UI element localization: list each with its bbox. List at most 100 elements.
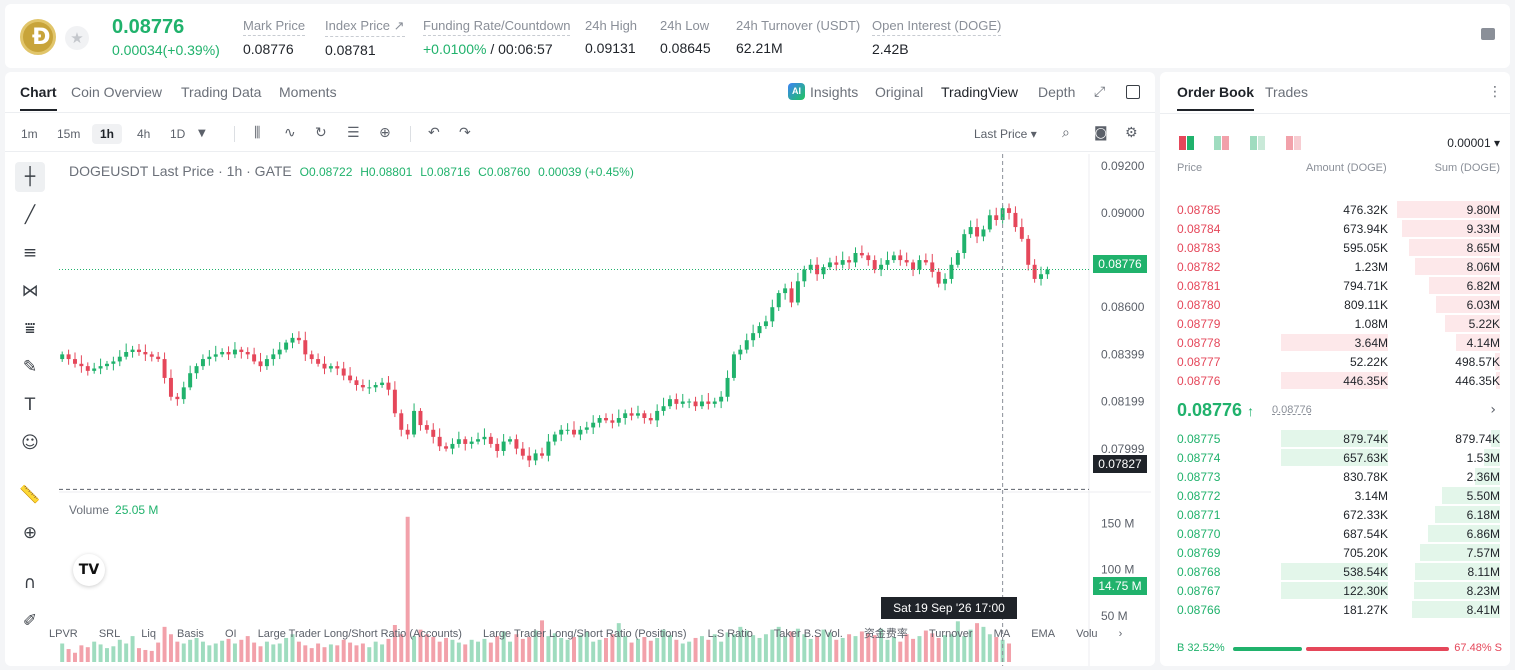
fib-icon[interactable]: ⩸ bbox=[24, 319, 36, 339]
bid-row[interactable]: 0.08772 3.14M 5.50M bbox=[1160, 486, 1510, 505]
stat-mark-price[interactable]: Mark Price 0.08776 bbox=[243, 18, 306, 57]
tab-coin-overview[interactable]: Coin Overview bbox=[71, 84, 163, 100]
tab-moments[interactable]: Moments bbox=[279, 84, 337, 100]
pencil-icon[interactable]: ✐ bbox=[22, 611, 38, 631]
bid-row[interactable]: 0.08767 122.30K 8.23M bbox=[1160, 581, 1510, 600]
view-original[interactable]: Original bbox=[875, 84, 924, 100]
favorite-star-icon[interactable]: ★ bbox=[65, 26, 89, 50]
tab-order-book[interactable]: Order Book bbox=[1177, 84, 1255, 111]
indicator-item[interactable]: EMA bbox=[1031, 628, 1056, 640]
view-sells-icon[interactable] bbox=[1286, 136, 1302, 150]
indicator-item[interactable]: MA bbox=[993, 628, 1011, 640]
templates-icon[interactable]: ☰ bbox=[347, 125, 360, 141]
ask-row[interactable]: 0.08782 1.23M 8.06M bbox=[1160, 257, 1510, 276]
cell-price: 0.08781 bbox=[1177, 279, 1221, 293]
tab-trades[interactable]: Trades bbox=[1265, 84, 1309, 100]
emoji-icon[interactable]: ☺ bbox=[21, 433, 39, 453]
indicator-item[interactable]: LPVR bbox=[49, 628, 78, 640]
volume-bar bbox=[712, 634, 717, 662]
ask-row[interactable]: 0.08783 595.05K 8.65M bbox=[1160, 238, 1510, 257]
precision-select[interactable]: 0.00001 ▾ bbox=[1447, 136, 1500, 150]
ask-row[interactable]: 0.08784 673.94K 9.33M bbox=[1160, 219, 1510, 238]
volume-bar bbox=[258, 646, 263, 662]
settings-gear-icon[interactable]: ⚙ bbox=[1125, 125, 1138, 141]
ask-row[interactable]: 0.08781 794.71K 6.82M bbox=[1160, 276, 1510, 295]
bid-row[interactable]: 0.08769 705.20K 7.57M bbox=[1160, 543, 1510, 562]
ask-row[interactable]: 0.08779 1.08M 5.22K bbox=[1160, 314, 1510, 333]
add-alert-icon[interactable]: ⊕ bbox=[379, 125, 391, 141]
tab-chart[interactable]: Chart bbox=[20, 84, 57, 111]
view-insights[interactable]: Insights bbox=[810, 84, 859, 100]
stat-open-interest[interactable]: Open Interest (DOGE) 2.42B bbox=[872, 18, 1002, 57]
ruler-icon[interactable]: 📏 bbox=[19, 485, 41, 505]
indicator-item[interactable]: Volu bbox=[1076, 628, 1098, 640]
horizontal-lines-icon[interactable]: ≡ bbox=[22, 243, 38, 263]
bid-row[interactable]: 0.08771 672.33K 6.18M bbox=[1160, 505, 1510, 524]
timeframe-1h[interactable]: 1h bbox=[92, 124, 123, 144]
indicator-item[interactable]: Liq bbox=[141, 628, 156, 640]
book-icon[interactable] bbox=[1481, 28, 1495, 40]
camera-icon[interactable]: ◙ bbox=[1094, 125, 1108, 141]
indicator-item[interactable]: SRL bbox=[98, 628, 121, 640]
magnet-icon[interactable]: ∩ bbox=[23, 573, 37, 593]
timeframe-dropdown-icon[interactable]: ▼ bbox=[198, 128, 206, 139]
ask-row[interactable]: 0.08780 809.11K 6.03M bbox=[1160, 295, 1510, 314]
indicator-item[interactable]: 资金费率 bbox=[863, 628, 908, 640]
bid-row[interactable]: 0.08768 538.54K 8.11M bbox=[1160, 562, 1510, 581]
tradingview-logo-icon[interactable]: TV bbox=[73, 554, 105, 586]
ask-row[interactable]: 0.08776 446.35K 446.35K bbox=[1160, 371, 1510, 390]
view-depth[interactable]: Depth bbox=[1038, 84, 1076, 100]
indicator-item[interactable]: Turnover bbox=[928, 628, 973, 640]
bid-row[interactable]: 0.08775 879.74K 879.74K bbox=[1160, 429, 1510, 448]
view-bids-icon[interactable] bbox=[1250, 136, 1266, 150]
scroll-right-icon[interactable]: › bbox=[1118, 628, 1123, 640]
indicator-item[interactable]: Large Trader Long/Short Ratio (Positions… bbox=[482, 628, 687, 640]
view-asks-icon[interactable] bbox=[1214, 136, 1230, 150]
bid-row[interactable]: 0.08774 657.63K 1.53M bbox=[1160, 448, 1510, 467]
bid-row[interactable]: 0.08770 687.54K 6.86M bbox=[1160, 524, 1510, 543]
ask-row[interactable]: 0.08777 52.22K 498.57K bbox=[1160, 352, 1510, 371]
expand-icon[interactable]: ⤢ bbox=[1094, 84, 1106, 100]
view-tradingview[interactable]: TradingView bbox=[941, 84, 1019, 100]
window-icon[interactable] bbox=[1126, 85, 1140, 99]
search-icon[interactable]: ⌕ bbox=[1062, 125, 1070, 141]
indicator-item[interactable]: Large Trader Long/Short Ratio (Accounts) bbox=[257, 628, 462, 640]
candle-body bbox=[482, 436, 487, 440]
zoom-in-icon[interactable]: ⊕ bbox=[22, 523, 38, 543]
cell-amount: 122.30K bbox=[1343, 584, 1388, 598]
candle-type-icon[interactable]: ⫼ bbox=[254, 125, 261, 141]
candlestick-chart[interactable]: 0.092000.090000.088000.086000.083990.081… bbox=[59, 154, 1151, 666]
more-options-icon[interactable]: ⋮ bbox=[1488, 84, 1502, 100]
timeframe-15m[interactable]: 15m bbox=[57, 127, 81, 141]
timeframe-1m[interactable]: 1m bbox=[21, 127, 38, 141]
undo-icon[interactable]: ↶ bbox=[428, 125, 440, 141]
indicator-item[interactable]: OI bbox=[225, 628, 237, 640]
stat-index-price[interactable]: Index Price ↗ 0.08781 bbox=[325, 18, 405, 58]
bid-row[interactable]: 0.08766 181.27K 8.41M bbox=[1160, 600, 1510, 619]
stat-funding-rate[interactable]: Funding Rate/Countdown +0.0100% / 00:06:5… bbox=[423, 18, 571, 57]
price-source-select[interactable]: Last Price ▾ bbox=[974, 127, 1037, 141]
ask-row[interactable]: 0.08785 476.32K 9.80M bbox=[1160, 200, 1510, 219]
indicators-icon[interactable]: ∿ bbox=[284, 125, 296, 141]
trend-line-icon[interactable]: ╱ bbox=[24, 205, 36, 225]
buy-ratio-bar bbox=[1233, 647, 1302, 651]
bid-row[interactable]: 0.08773 830.78K 2.36M bbox=[1160, 467, 1510, 486]
redo-icon[interactable]: ↷ bbox=[459, 125, 471, 141]
ai-insights-icon: AI bbox=[788, 83, 805, 100]
chevron-right-icon[interactable]: › bbox=[1490, 402, 1496, 418]
text-tool-icon[interactable]: T bbox=[24, 395, 36, 415]
brush-icon[interactable]: ✎ bbox=[22, 357, 38, 377]
indicator-item[interactable]: L.S Ratio bbox=[707, 628, 753, 640]
pattern-icon[interactable]: ⋈ bbox=[21, 281, 39, 301]
depth-bar bbox=[1409, 239, 1500, 256]
tab-trading-data[interactable]: Trading Data bbox=[181, 84, 262, 100]
indicator-item[interactable]: Taker B.S Vol. bbox=[773, 628, 843, 640]
ask-row[interactable]: 0.08778 3.64M 4.14M bbox=[1160, 333, 1510, 352]
timeframe-1d[interactable]: 1D bbox=[170, 127, 186, 141]
indicator-item[interactable]: Basis bbox=[177, 628, 204, 640]
timeframe-4h[interactable]: 4h bbox=[137, 127, 151, 141]
crosshair-icon[interactable]: ┼ bbox=[15, 162, 45, 192]
replay-icon[interactable]: ↻ bbox=[315, 125, 327, 141]
view-both-icon[interactable] bbox=[1179, 136, 1195, 150]
volume-bar bbox=[917, 636, 922, 662]
